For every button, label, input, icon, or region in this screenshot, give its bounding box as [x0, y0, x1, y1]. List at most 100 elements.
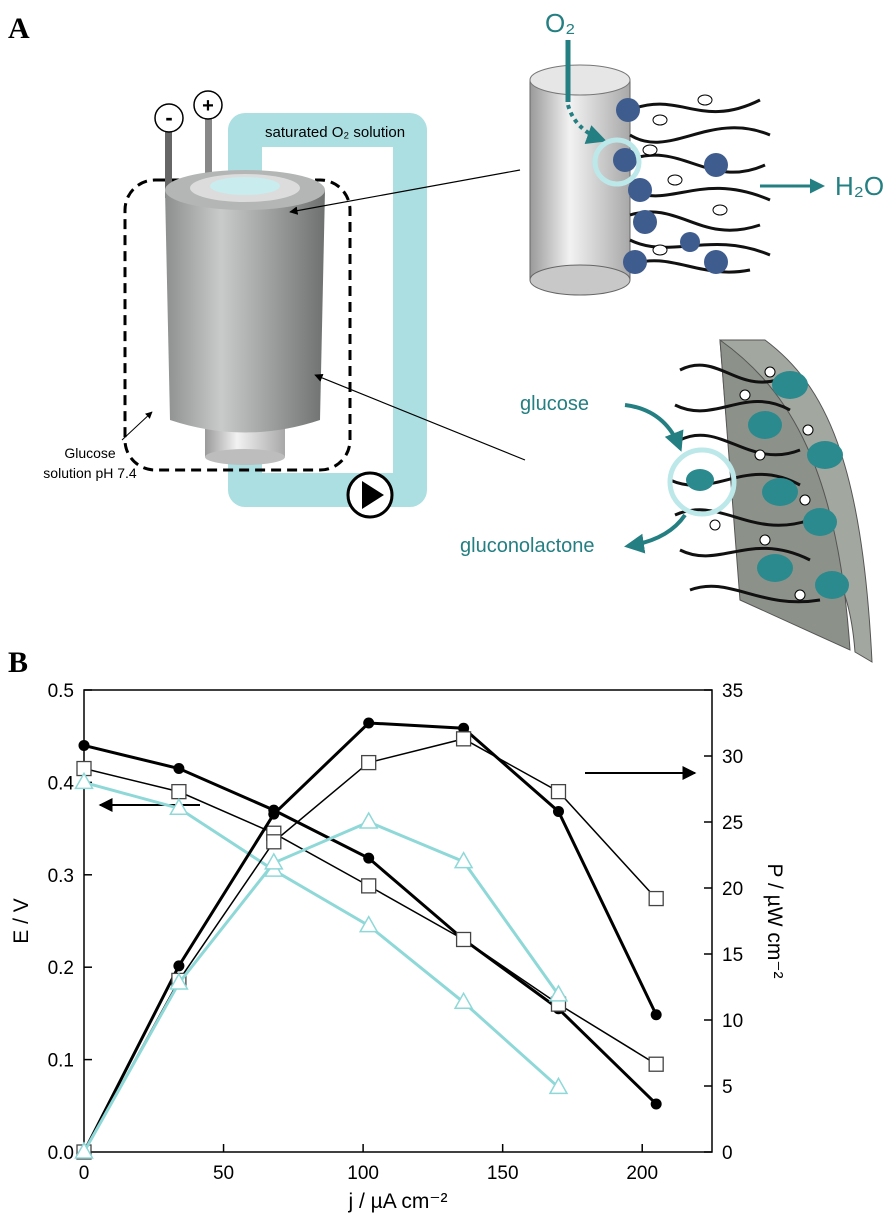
- cell-inlet: [210, 177, 280, 195]
- solution-label: solution pH 7.4: [43, 465, 137, 481]
- shape: [623, 250, 647, 274]
- cell-body: [165, 190, 325, 433]
- marker: [363, 718, 374, 729]
- series-line: [84, 739, 656, 1152]
- marker: [457, 732, 471, 746]
- y-tick-label: 0.2: [48, 958, 74, 979]
- shape: [704, 250, 728, 274]
- y2-tick-label: 25: [722, 813, 743, 834]
- shape: [704, 153, 728, 177]
- shape: [795, 590, 805, 600]
- h2o-label: H₂O: [835, 171, 884, 201]
- shape: [680, 232, 700, 252]
- marker: [79, 740, 90, 751]
- shape: [633, 210, 657, 234]
- marker: [551, 785, 565, 799]
- shape: [630, 261, 750, 272]
- marker: [173, 960, 184, 971]
- shape: [748, 411, 782, 439]
- shape: [800, 495, 810, 505]
- shape: [616, 98, 640, 122]
- y2-tick-label: 0: [722, 1143, 733, 1164]
- shape: [653, 115, 667, 125]
- shape: [765, 367, 775, 377]
- marker: [649, 892, 663, 906]
- x-tick-label: 0: [79, 1163, 90, 1184]
- gluconolactone-arrow: [628, 515, 685, 546]
- shape: [710, 520, 720, 530]
- panel-label: B: [8, 646, 28, 679]
- marker: [172, 785, 186, 799]
- shape: [630, 128, 770, 142]
- series-line: [84, 782, 558, 1087]
- shape: [630, 100, 760, 112]
- y-tick-label: 0.4: [48, 773, 75, 794]
- shape: [613, 148, 637, 172]
- shape: [762, 478, 798, 506]
- y-axis-title: E / V: [10, 898, 33, 944]
- shape: [668, 175, 682, 185]
- shape: [653, 245, 667, 255]
- minus: -: [165, 105, 172, 130]
- marker: [651, 1009, 662, 1020]
- marker: [268, 809, 279, 820]
- marker: [363, 853, 374, 864]
- panel-a: A - + saturated O₂ solution Glucose solu…: [8, 8, 884, 662]
- x-tick-label: 50: [213, 1163, 234, 1184]
- gluconolactone-label: gluconolactone: [460, 535, 595, 557]
- shape: [815, 571, 849, 599]
- x-axis-title: j / µA cm⁻²: [347, 1190, 447, 1213]
- marker: [651, 1098, 662, 1109]
- shape: [630, 240, 770, 255]
- marker: [360, 813, 377, 828]
- marker: [362, 879, 376, 893]
- marker: [173, 763, 184, 774]
- shape: [803, 508, 837, 536]
- o2-label: O₂: [545, 8, 575, 38]
- marker: [553, 806, 564, 817]
- marker: [649, 1057, 663, 1071]
- shape: [755, 450, 765, 460]
- panel-label: A: [8, 12, 30, 45]
- cathode-zoom: [530, 65, 630, 95]
- shape: [740, 390, 750, 400]
- x-tick-label: 100: [347, 1163, 379, 1184]
- cathode-zoom: [530, 265, 630, 295]
- y-tick-label: 0.0: [48, 1143, 74, 1164]
- y2-tick-label: 20: [722, 879, 743, 900]
- shape: [757, 554, 793, 582]
- shape: [630, 155, 765, 172]
- figure: A - + saturated O₂ solution Glucose solu…: [0, 0, 893, 1220]
- y2-axis-title: P / µW cm⁻²: [763, 864, 786, 979]
- solution-label: Glucose: [64, 445, 116, 461]
- y2-tick-label: 5: [722, 1077, 733, 1098]
- shape: [686, 469, 714, 491]
- y-tick-label: 0.3: [48, 866, 74, 887]
- y2-tick-label: 30: [722, 747, 743, 768]
- glucose-label: glucose: [520, 393, 589, 415]
- y-tick-label: 0.1: [48, 1051, 74, 1072]
- shape: [698, 95, 712, 105]
- cathode-zoom: [530, 80, 630, 280]
- plot-frame: [84, 690, 712, 1152]
- shape: [713, 205, 727, 215]
- y2-tick-label: 10: [722, 1011, 743, 1032]
- shape: [807, 441, 843, 469]
- marker: [267, 835, 281, 849]
- y-tick-label: 0.5: [48, 681, 74, 702]
- series-line: [84, 822, 558, 1152]
- x-tick-label: 200: [626, 1163, 658, 1184]
- marker: [455, 993, 472, 1008]
- marker: [360, 917, 377, 932]
- x-tick-label: 150: [487, 1163, 519, 1184]
- shape: [643, 145, 657, 155]
- y2-tick-label: 35: [722, 681, 743, 702]
- glucose-arrow: [625, 405, 680, 448]
- marker: [457, 932, 471, 946]
- y2-tick-label: 15: [722, 945, 743, 966]
- shape: [772, 371, 808, 399]
- cell-stub: [205, 449, 285, 465]
- series-line: [84, 723, 656, 1152]
- tube-label: saturated O₂ solution: [265, 124, 405, 141]
